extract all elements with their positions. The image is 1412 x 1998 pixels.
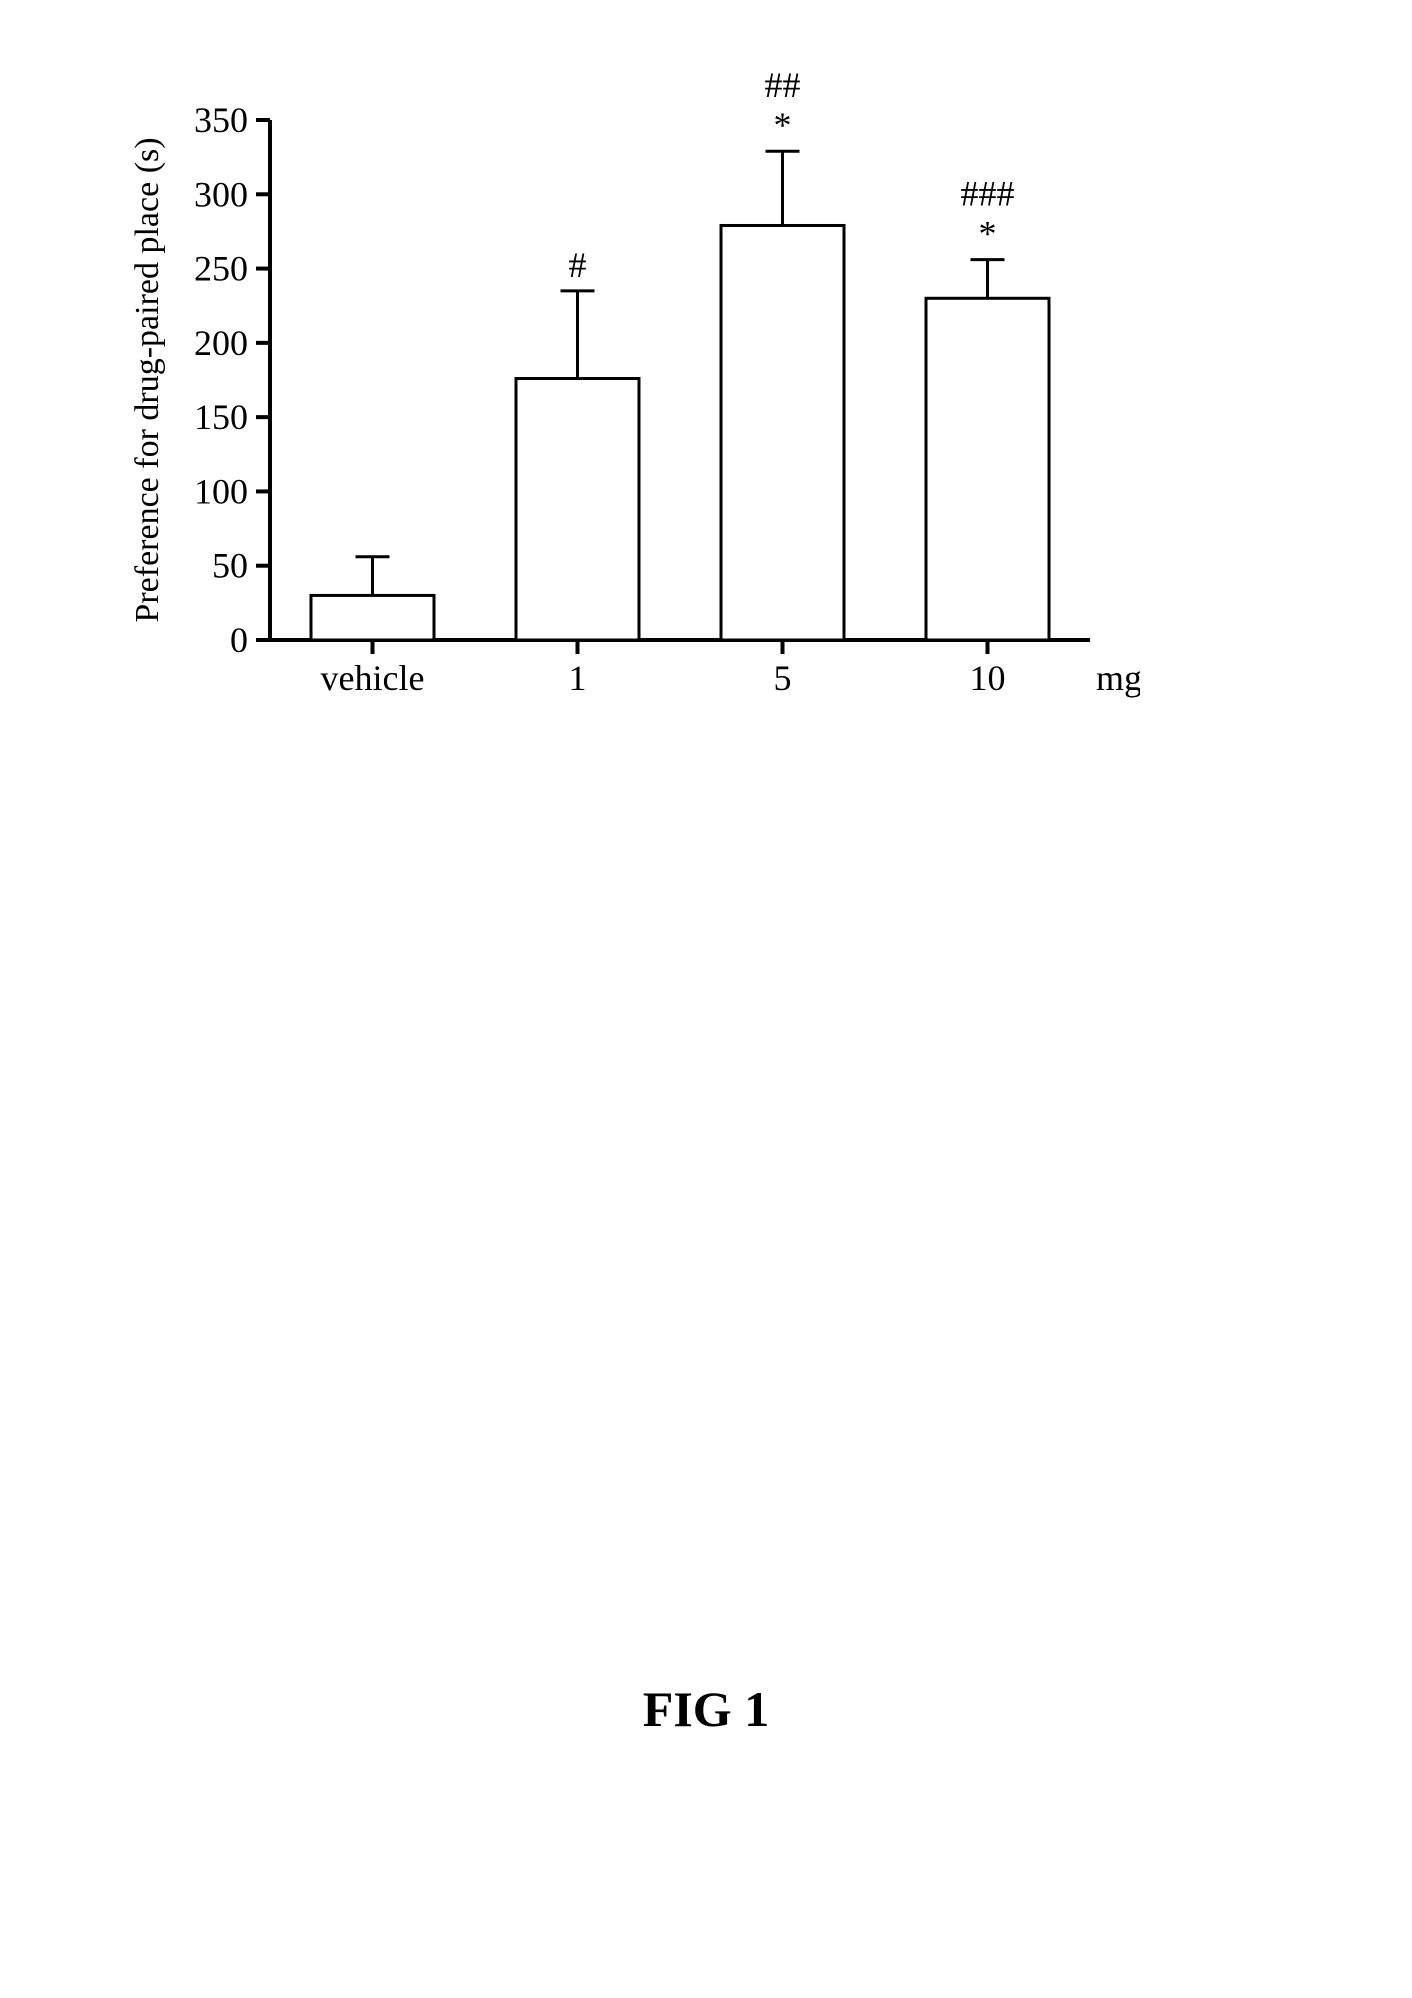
bar	[311, 595, 434, 640]
y-tick-label: 100	[194, 471, 248, 511]
y-tick-label: 0	[230, 620, 248, 660]
x-tick-label: vehicle	[321, 658, 425, 698]
bar	[721, 225, 844, 640]
bar-annotation: *	[774, 105, 792, 145]
y-tick-label: 150	[194, 397, 248, 437]
y-axis-label: Preference for drug-paired place (s)	[129, 137, 166, 622]
bar-annotation: ###	[961, 174, 1015, 214]
y-tick-label: 250	[194, 249, 248, 289]
y-tick-label: 200	[194, 323, 248, 363]
y-tick-label: 350	[194, 100, 248, 140]
bar-chart: 0 50 100 150 200 250 300 350 Preference for drug…	[120, 60, 1140, 745]
bar	[926, 298, 1049, 640]
bar-annotation: #	[569, 245, 587, 285]
chart-svg: 0 50 100 150 200 250 300 350 Preference for drug…	[120, 60, 1140, 740]
bar	[516, 379, 639, 640]
bar-annotation: ##	[765, 65, 801, 105]
page: 0 50 100 150 200 250 300 350 Preference for drug…	[0, 0, 1412, 1998]
x-tick-label: 10	[970, 658, 1006, 698]
figure-caption: FIG 1	[0, 1680, 1412, 1738]
x-tick-label: 1	[569, 658, 587, 698]
y-tick-label: 300	[194, 174, 248, 214]
y-tick-label: 50	[212, 546, 248, 586]
x-tick-label: 5	[774, 658, 792, 698]
bar-annotation: *	[979, 214, 997, 254]
x-units-label: mg/kg	[1096, 658, 1140, 698]
